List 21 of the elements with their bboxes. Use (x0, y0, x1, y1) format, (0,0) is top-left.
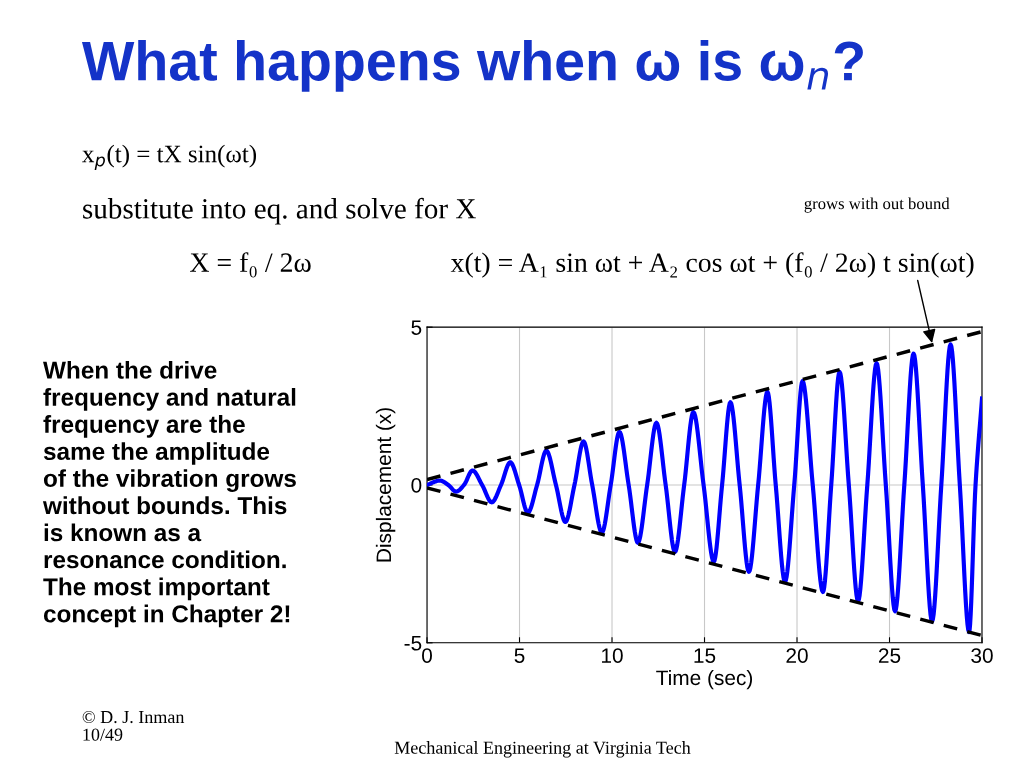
text: When the drive frequency and natural frequency are the same the amplitude of the vibration grows without bounds. This is known as a resonance condition. The most important concept in Chapter 2! (42, 360, 296, 628)
y-axis-title: Displacement (x) (375, 408, 396, 562)
x-tick-label: 20 (786, 648, 808, 663)
text: Mechanical Engineering at Virginia Tech (394, 741, 691, 758)
text: x$_{p}$(t) = tX sin(ωt) (82, 144, 257, 170)
text: © D. J. Inman 10/49 (82, 710, 185, 741)
x-axis-title: Time (sec) (656, 669, 753, 690)
y-tick-label: -5 (404, 636, 422, 651)
x-tick-label: 10 (602, 648, 623, 663)
annotation: x(t) = A₁ sin ωt + A₂ cos ωt + (f₀ / 2ω) t sin(ωt) (450, 252, 974, 278)
x-tick-label: 0 (422, 648, 432, 663)
x-tick-label: 30 (971, 648, 993, 663)
text: grows with out bound (804, 197, 950, 213)
chart-title: What happens when ω is ω$_{n}$? (81, 40, 863, 92)
x-tick-label: 5 (514, 648, 525, 663)
x-tick-label: 15 (694, 648, 716, 663)
y-tick-label: 5 (411, 320, 422, 335)
text: X = f₀ / 2ω (190, 252, 311, 278)
x-tick-label: 25 (878, 648, 901, 663)
text: substitute into eq. and solve for X (83, 197, 476, 225)
y-tick-label: 0 (411, 477, 422, 493)
